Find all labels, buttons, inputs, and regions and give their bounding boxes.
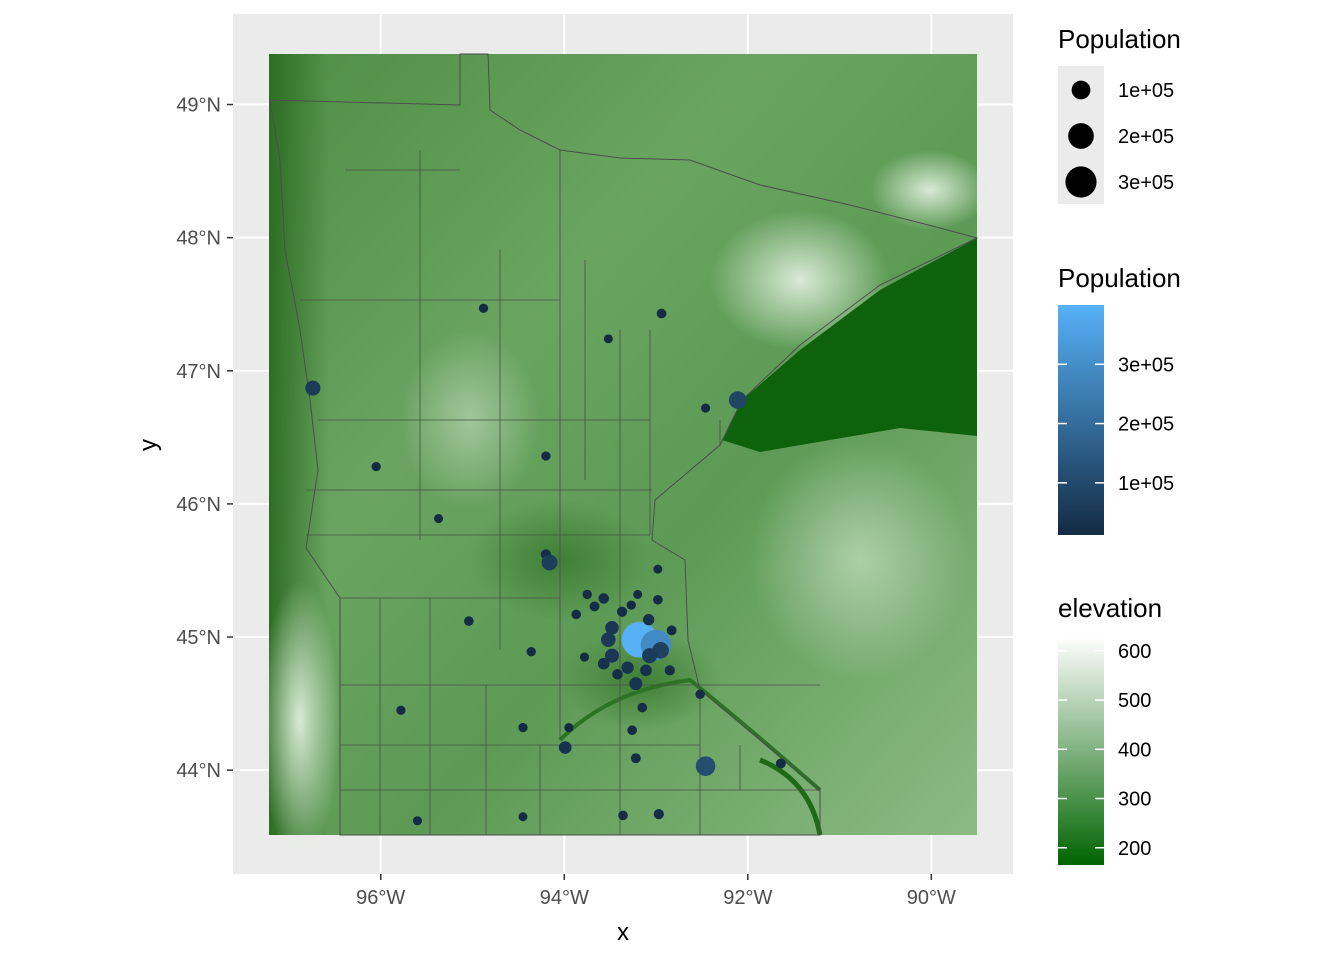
city-point: [642, 648, 658, 664]
legend-label: 1e+05: [1118, 80, 1174, 102]
city-point: [541, 451, 551, 461]
city-point: [433, 513, 444, 524]
legend-label: 2e+05: [1118, 414, 1174, 436]
colorbar: [1058, 637, 1104, 865]
city-point: [695, 756, 716, 776]
x-tick-label: 92°W: [723, 887, 772, 909]
city-point: [653, 808, 664, 820]
city-point: [582, 589, 592, 600]
city-point: [518, 812, 528, 822]
axes: 96°W 94°W 92°W 90°W 44°N 45°N 46°N 47°N 48°N 49°N: [176, 95, 956, 909]
legend-label: 300: [1118, 789, 1151, 811]
city-point: [589, 601, 600, 612]
legend-title: elevation: [1058, 593, 1162, 623]
city-point: [621, 661, 634, 674]
city-point: [701, 403, 711, 413]
x-axis-title: x: [617, 919, 629, 946]
city-point: [412, 816, 423, 826]
city-point: [627, 725, 637, 736]
city-point: [775, 758, 786, 769]
colorbar: [1058, 305, 1104, 535]
x-tick-label: 94°W: [540, 887, 589, 909]
city-point: [629, 677, 643, 691]
city-point: [605, 620, 619, 635]
legend-label: 1e+05: [1118, 473, 1174, 495]
city-point: [630, 753, 641, 764]
city-points: [305, 303, 786, 826]
state-outline: [269, 53, 979, 836]
city-point: [597, 657, 610, 670]
legend-label: 2e+05: [1118, 126, 1174, 148]
legend-label: 400: [1118, 739, 1151, 761]
city-point: [637, 702, 648, 713]
city-point: [541, 554, 558, 571]
y-tick-label: 45°N: [176, 627, 221, 649]
city-point: [618, 810, 628, 821]
city-point: [598, 593, 609, 604]
x-tick-label: 96°W: [356, 887, 405, 909]
legend-title: Population: [1058, 24, 1181, 54]
city-point: [653, 564, 663, 574]
legend-label: 500: [1118, 690, 1151, 712]
legends: Population Population elevation 1e+05 2e+…: [1058, 24, 1181, 865]
y-tick-label: 49°N: [176, 95, 221, 117]
city-point: [643, 614, 655, 626]
city-point: [640, 664, 652, 677]
y-tick-label: 44°N: [176, 760, 221, 782]
city-point: [579, 652, 590, 662]
city-point: [612, 669, 623, 680]
city-point: [695, 689, 705, 700]
city-point: [396, 705, 406, 715]
city-point: [518, 722, 528, 733]
city-point: [666, 625, 677, 636]
city-point: [616, 606, 628, 617]
city-point: [601, 632, 616, 647]
city-point: [728, 391, 747, 409]
legend-label: 3e+05: [1118, 354, 1174, 376]
legend-label: 600: [1118, 641, 1151, 663]
city-point: [664, 665, 675, 676]
city-point: [571, 609, 582, 620]
y-tick-label: 47°N: [176, 361, 221, 383]
elevation-raster: [260, 54, 990, 860]
city-point: [626, 600, 636, 610]
legend-label: 3e+05: [1118, 172, 1174, 194]
city-point: [478, 303, 489, 313]
legend-size-key: [1068, 123, 1094, 149]
city-point: [633, 589, 643, 599]
city-point: [564, 723, 574, 733]
legend-label: 200: [1118, 838, 1151, 860]
y-axis-title: y: [135, 439, 162, 451]
legend-title: Population: [1058, 263, 1181, 293]
city-point: [603, 334, 613, 344]
legend-size-key: [1071, 80, 1091, 100]
city-point: [371, 461, 381, 472]
city-point: [526, 647, 536, 657]
city-point: [464, 616, 474, 626]
y-tick-label: 46°N: [176, 494, 221, 516]
city-point: [653, 594, 663, 605]
city-point: [656, 308, 667, 319]
city-point: [558, 741, 572, 754]
city-point: [305, 380, 321, 396]
legend-size-key: [1065, 166, 1097, 198]
y-tick-label: 48°N: [176, 228, 221, 250]
x-tick-label: 90°W: [907, 887, 956, 909]
city-point: [604, 648, 620, 663]
